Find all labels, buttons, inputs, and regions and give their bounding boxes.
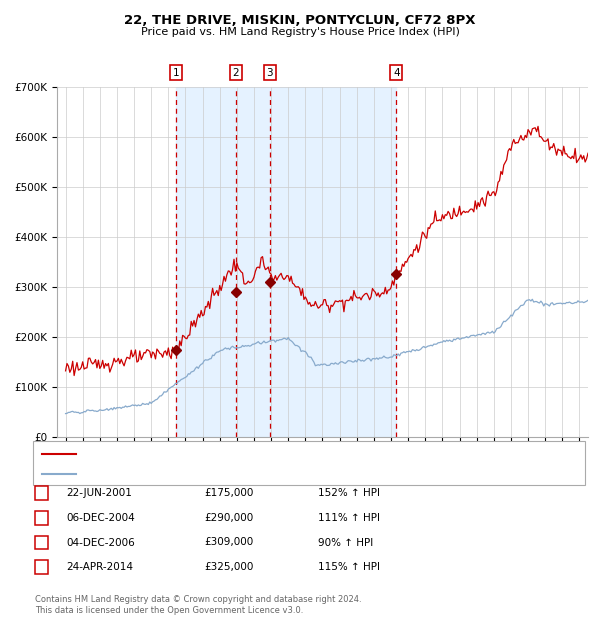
Text: Price paid vs. HM Land Registry's House Price Index (HPI): Price paid vs. HM Land Registry's House …: [140, 27, 460, 37]
Text: £325,000: £325,000: [204, 562, 253, 572]
Text: 2: 2: [232, 68, 239, 78]
Text: 24-APR-2014: 24-APR-2014: [66, 562, 133, 572]
Text: Contains HM Land Registry data © Crown copyright and database right 2024.: Contains HM Land Registry data © Crown c…: [35, 595, 361, 604]
Text: 06-DEC-2004: 06-DEC-2004: [66, 513, 135, 523]
Text: 1: 1: [38, 488, 45, 498]
Text: 04-DEC-2006: 04-DEC-2006: [66, 538, 135, 547]
Text: 22-JUN-2001: 22-JUN-2001: [66, 488, 132, 498]
Text: 22, THE DRIVE, MISKIN, PONTYCLUN, CF72 8PX (detached house): 22, THE DRIVE, MISKIN, PONTYCLUN, CF72 8…: [81, 450, 405, 459]
Text: 3: 3: [38, 538, 45, 547]
Text: £309,000: £309,000: [204, 538, 253, 547]
Text: This data is licensed under the Open Government Licence v3.0.: This data is licensed under the Open Gov…: [35, 606, 303, 616]
Text: 4: 4: [393, 68, 400, 78]
Text: £290,000: £290,000: [204, 513, 253, 523]
Text: 22, THE DRIVE, MISKIN, PONTYCLUN, CF72 8PX: 22, THE DRIVE, MISKIN, PONTYCLUN, CF72 8…: [124, 14, 476, 27]
Text: 111% ↑ HPI: 111% ↑ HPI: [318, 513, 380, 523]
Text: 90% ↑ HPI: 90% ↑ HPI: [318, 538, 373, 547]
Text: 3: 3: [266, 68, 273, 78]
Text: 115% ↑ HPI: 115% ↑ HPI: [318, 562, 380, 572]
Text: 152% ↑ HPI: 152% ↑ HPI: [318, 488, 380, 498]
Text: 1: 1: [173, 68, 180, 78]
Text: 2: 2: [38, 513, 45, 523]
Text: 4: 4: [38, 562, 45, 572]
Text: HPI: Average price, detached house, Rhondda Cynon Taf: HPI: Average price, detached house, Rhon…: [81, 469, 362, 479]
Bar: [176, 87, 397, 437]
Text: £175,000: £175,000: [204, 488, 253, 498]
